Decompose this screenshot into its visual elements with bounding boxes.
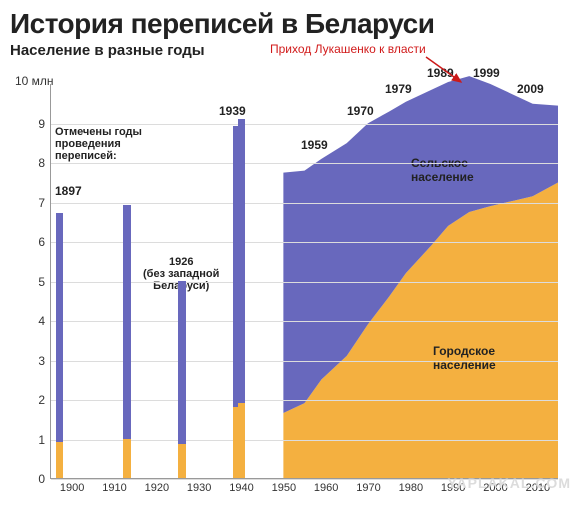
label-1999: 1999 bbox=[473, 66, 500, 80]
legend-note: Отмечены годы проведения переписей: bbox=[55, 126, 142, 162]
ytick: 0 bbox=[38, 472, 45, 486]
grid-line bbox=[51, 203, 558, 204]
census-bar bbox=[56, 213, 64, 478]
chart-title: История переписей в Беларуси bbox=[10, 8, 567, 40]
label-1970: 1970 bbox=[347, 104, 374, 118]
watermark: YAPLAKAL.COM bbox=[448, 475, 572, 491]
xtick: 1970 bbox=[356, 482, 380, 494]
rural-label: Сельскоенаселение bbox=[411, 156, 474, 184]
ytick: 4 bbox=[38, 314, 45, 328]
ytick: 7 bbox=[38, 196, 45, 210]
grid-line bbox=[51, 124, 558, 125]
census-bar bbox=[123, 205, 131, 478]
plot-area: 10 млн Отмечены годы проведения переписе… bbox=[50, 84, 558, 479]
bar-urban-segment bbox=[56, 442, 64, 478]
bar-rural-segment bbox=[56, 213, 64, 442]
ytick: 5 bbox=[38, 275, 45, 289]
label-1939: 1939 bbox=[219, 104, 246, 118]
ytick: 8 bbox=[38, 156, 45, 170]
bar-rural-segment bbox=[238, 119, 246, 403]
label-1959: 1959 bbox=[301, 138, 328, 152]
label-2009: 2009 bbox=[517, 82, 544, 96]
xtick: 1900 bbox=[60, 482, 84, 494]
label-1989: 1989 bbox=[427, 66, 454, 80]
bar-urban-segment bbox=[123, 439, 131, 479]
ytick: 2 bbox=[38, 393, 45, 407]
xtick: 1960 bbox=[314, 482, 338, 494]
ylabel-top: 10 млн bbox=[15, 74, 54, 88]
bar-rural-segment bbox=[178, 281, 186, 445]
label-1979: 1979 bbox=[385, 82, 412, 96]
annotation-text: Приход Лукашенко к власти bbox=[270, 42, 426, 56]
chart-container: История переписей в Беларуси Население в… bbox=[0, 0, 577, 511]
label-1897: 1897 bbox=[55, 184, 82, 198]
urban-label: Городскоенаселение bbox=[433, 344, 496, 372]
bar-rural-segment bbox=[123, 205, 131, 438]
bar-urban-segment bbox=[178, 444, 186, 478]
census-bar bbox=[238, 119, 246, 478]
ytick: 3 bbox=[38, 354, 45, 368]
xtick: 1940 bbox=[229, 482, 253, 494]
ytick: 6 bbox=[38, 235, 45, 249]
bar-urban-segment bbox=[238, 403, 246, 478]
xtick: 1950 bbox=[272, 482, 296, 494]
xtick: 1910 bbox=[102, 482, 126, 494]
ytick: 1 bbox=[38, 433, 45, 447]
xtick: 1920 bbox=[145, 482, 169, 494]
grid-line bbox=[51, 163, 558, 164]
xtick: 1980 bbox=[399, 482, 423, 494]
census-bar bbox=[178, 281, 186, 479]
xtick: 1930 bbox=[187, 482, 211, 494]
ytick: 9 bbox=[38, 117, 45, 131]
